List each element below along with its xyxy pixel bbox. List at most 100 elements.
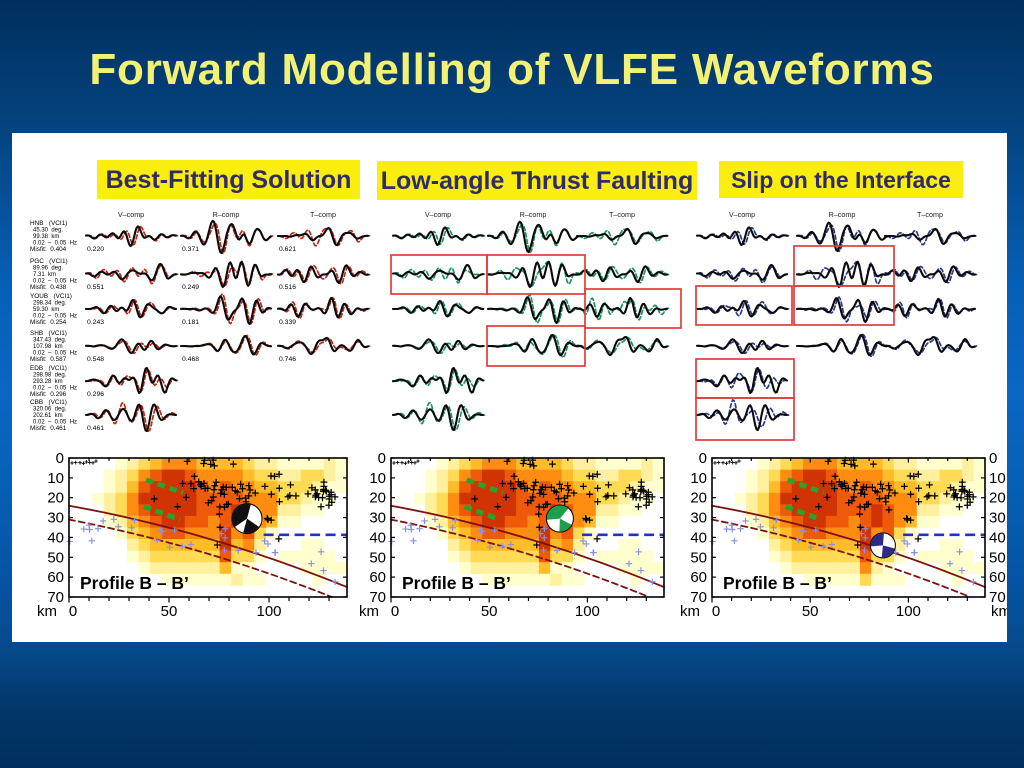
svg-text:20: 20 — [369, 490, 386, 507]
svg-text:km: km — [680, 603, 700, 620]
svg-text:298.98 deg.: 298.98 deg. — [33, 373, 67, 379]
svg-text:50: 50 — [481, 603, 498, 620]
svg-text:40: 40 — [690, 529, 707, 546]
svg-text:10: 10 — [47, 470, 64, 487]
svg-text:0: 0 — [712, 603, 720, 620]
svg-text:0.220: 0.220 — [87, 246, 104, 253]
svg-text:0.02 – 0.05 Hz: 0.02 – 0.05 Hz — [33, 279, 77, 285]
svg-text:0.516: 0.516 — [279, 284, 296, 291]
svg-text:40: 40 — [989, 529, 1006, 546]
svg-text:100: 100 — [575, 603, 600, 620]
svg-text:10: 10 — [690, 470, 707, 487]
svg-text:V–comp: V–comp — [729, 210, 755, 219]
svg-text:50: 50 — [369, 549, 386, 566]
svg-text:Misfit: 0.461: Misfit: 0.461 — [30, 425, 67, 432]
svg-text:320.06 deg.: 320.06 deg. — [33, 407, 67, 413]
svg-text:Profile B – B’: Profile B – B’ — [402, 573, 511, 593]
svg-text:0: 0 — [56, 450, 64, 467]
svg-text:PGC (VCI1): PGC (VCI1) — [30, 258, 68, 265]
svg-text:0.339: 0.339 — [279, 319, 296, 326]
svg-text:HNB (VCI1): HNB (VCI1) — [30, 220, 67, 227]
svg-text:30: 30 — [690, 510, 707, 527]
svg-text:100: 100 — [256, 603, 281, 620]
svg-text:60: 60 — [989, 569, 1006, 586]
svg-text:50: 50 — [47, 549, 64, 566]
svg-text:T–comp: T–comp — [917, 210, 943, 219]
svg-text:R–comp: R–comp — [829, 210, 856, 219]
svg-text:Profile B – B’: Profile B – B’ — [80, 573, 189, 593]
svg-text:0.746: 0.746 — [279, 356, 296, 363]
svg-text:0.243: 0.243 — [87, 319, 104, 326]
svg-text:Misfit: 0.404: Misfit: 0.404 — [30, 246, 67, 253]
svg-text:60: 60 — [47, 569, 64, 586]
svg-text:km: km — [359, 603, 379, 620]
svg-text:107.98 km: 107.98 km — [33, 344, 63, 350]
svg-text:R–comp: R–comp — [520, 210, 547, 219]
svg-text:10: 10 — [369, 470, 386, 487]
svg-text:347.43 deg.: 347.43 deg. — [33, 338, 67, 344]
svg-text:50: 50 — [989, 549, 1006, 566]
svg-text:T–comp: T–comp — [609, 210, 635, 219]
svg-text:99.38 km: 99.38 km — [33, 234, 59, 240]
svg-text:EDB (VCI1): EDB (VCI1) — [30, 365, 67, 372]
svg-text:km: km — [991, 603, 1007, 620]
svg-text:45.30 deg.: 45.30 deg. — [33, 228, 63, 234]
svg-text:0: 0 — [989, 450, 997, 467]
svg-text:70: 70 — [989, 589, 1006, 606]
svg-text:CBB (VCI1): CBB (VCI1) — [30, 399, 67, 406]
svg-text:YOUB (VCI1): YOUB (VCI1) — [30, 293, 72, 300]
svg-text:30: 30 — [47, 510, 64, 527]
svg-text:Misfit: 0.438: Misfit: 0.438 — [30, 284, 67, 291]
svg-text:70: 70 — [369, 589, 386, 606]
svg-text:0.02 – 0.05 Hz: 0.02 – 0.05 Hz — [33, 314, 77, 320]
svg-text:100: 100 — [896, 603, 921, 620]
svg-text:0: 0 — [391, 603, 399, 620]
svg-text:0.548: 0.548 — [87, 356, 104, 363]
svg-text:0.551: 0.551 — [87, 284, 104, 291]
svg-text:SHB (VCI1): SHB (VCI1) — [30, 330, 67, 337]
svg-text:0.02 – 0.05 Hz: 0.02 – 0.05 Hz — [33, 420, 77, 426]
svg-text:Profile B – B’: Profile B – B’ — [723, 573, 832, 593]
svg-text:70: 70 — [690, 589, 707, 606]
svg-text:7.31 km: 7.31 km — [33, 272, 56, 278]
svg-text:293.28 km: 293.28 km — [33, 379, 63, 385]
svg-text:0.461: 0.461 — [87, 425, 104, 432]
svg-text:0: 0 — [378, 450, 386, 467]
svg-text:20: 20 — [47, 490, 64, 507]
svg-text:Misfit: 0.254: Misfit: 0.254 — [30, 319, 67, 326]
svg-text:0.468: 0.468 — [182, 356, 199, 363]
svg-text:89.96 deg.: 89.96 deg. — [33, 266, 63, 272]
svg-text:0.02 – 0.05 Hz: 0.02 – 0.05 Hz — [33, 351, 77, 357]
svg-text:60: 60 — [690, 569, 707, 586]
svg-text:0.621: 0.621 — [279, 246, 296, 253]
svg-text:0: 0 — [699, 450, 707, 467]
svg-text:202.61 km: 202.61 km — [33, 413, 63, 419]
svg-text:50: 50 — [161, 603, 178, 620]
svg-text:30: 30 — [369, 510, 386, 527]
svg-text:50: 50 — [690, 549, 707, 566]
svg-text:Misfit: 0.296: Misfit: 0.296 — [30, 391, 67, 398]
svg-text:0.181: 0.181 — [182, 319, 199, 326]
svg-text:0.371: 0.371 — [182, 246, 199, 253]
svg-text:40: 40 — [369, 529, 386, 546]
svg-text:T–comp: T–comp — [310, 210, 336, 219]
svg-text:60: 60 — [369, 569, 386, 586]
svg-text:59.30 km: 59.30 km — [33, 307, 59, 313]
svg-text:V–comp: V–comp — [425, 210, 451, 219]
svg-text:Misfit: 0.587: Misfit: 0.587 — [30, 356, 67, 363]
svg-text:30: 30 — [989, 510, 1006, 527]
svg-text:0.02 – 0.05 Hz: 0.02 – 0.05 Hz — [33, 386, 77, 392]
svg-text:40: 40 — [47, 529, 64, 546]
svg-text:298.34 deg.: 298.34 deg. — [33, 301, 67, 307]
svg-text:V–comp: V–comp — [118, 210, 144, 219]
svg-text:0.249: 0.249 — [182, 284, 199, 291]
svg-text:20: 20 — [989, 490, 1006, 507]
svg-text:10: 10 — [989, 470, 1006, 487]
svg-text:0: 0 — [69, 603, 77, 620]
svg-text:20: 20 — [690, 490, 707, 507]
svg-text:R–comp: R–comp — [213, 210, 240, 219]
svg-text:km: km — [37, 603, 57, 620]
svg-text:70: 70 — [47, 589, 64, 606]
svg-text:0.02 – 0.05 Hz: 0.02 – 0.05 Hz — [33, 241, 77, 247]
svg-text:50: 50 — [802, 603, 819, 620]
